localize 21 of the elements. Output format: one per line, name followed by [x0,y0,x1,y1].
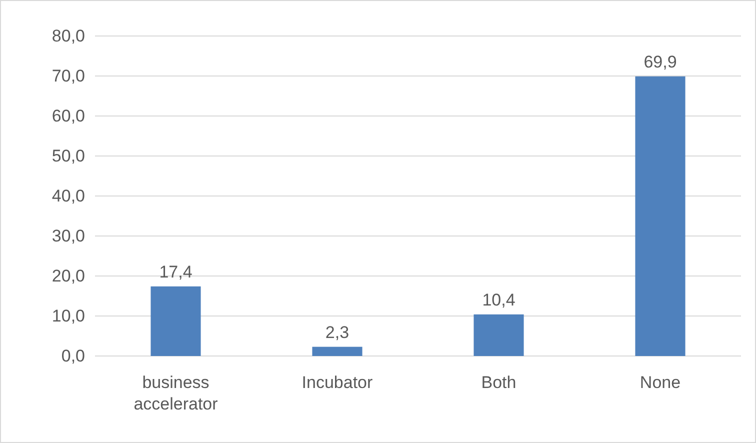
y-tick-label: 50,0 [52,146,85,166]
x-tick-label: None [640,373,681,392]
y-tick-label: 70,0 [52,66,85,86]
bar [635,76,686,356]
bar [312,346,362,356]
x-tick-label: Incubator [302,373,374,392]
y-tick-label: 0,0 [61,346,85,366]
y-tick-label: 20,0 [52,266,85,286]
y-tick-label: 30,0 [52,226,85,246]
y-tick-label: 40,0 [52,186,85,206]
data-label: 17,4 [159,262,192,282]
bar [150,286,201,356]
x-tick-label: business accelerator [134,373,218,414]
data-label: 2,3 [325,322,350,342]
y-tick-label: 80,0 [52,26,85,46]
data-label: 10,4 [482,290,516,310]
y-tick-label: 60,0 [52,106,85,126]
x-tick-label: Both [481,373,516,392]
data-label: 69,9 [644,52,677,72]
bar [474,314,524,356]
y-tick-label: 10,0 [52,306,85,326]
